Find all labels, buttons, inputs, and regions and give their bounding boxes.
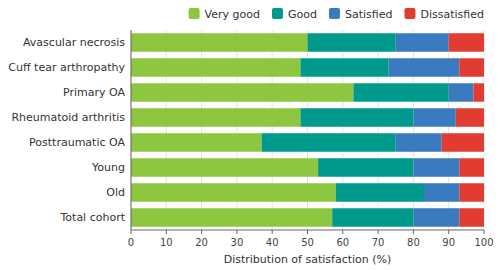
y-axis-line	[131, 30, 132, 230]
y-tick-label: Rheumatoid arthritis	[11, 111, 125, 124]
x-tick	[166, 230, 167, 234]
chart: Very good Good Satisfied Dissatisfied 0 10 20 3…	[0, 0, 500, 270]
x-tick-label: 0	[128, 237, 134, 248]
bar	[131, 208, 332, 227]
x-tick-label: 90	[442, 237, 455, 248]
bar	[336, 183, 424, 202]
bars	[131, 33, 484, 227]
x-tick	[236, 230, 237, 234]
bar	[413, 108, 455, 127]
bar	[396, 33, 449, 52]
x-tick	[307, 230, 308, 234]
legend-item: Very good	[189, 8, 260, 21]
y-tick-label: Primary OA	[63, 86, 125, 99]
x-tick-label: 30	[231, 237, 244, 248]
legend-label: Good	[288, 8, 317, 21]
x-tick	[131, 230, 132, 234]
bar	[473, 83, 484, 102]
y-tick-label: Posttraumatic OA	[29, 136, 125, 149]
legend-label: Very good	[205, 8, 260, 21]
x-tick-label: 80	[407, 237, 420, 248]
x-tick	[272, 230, 273, 234]
bar	[332, 208, 413, 227]
bar	[131, 133, 262, 152]
bar	[449, 33, 484, 52]
y-tick-label: Young	[91, 161, 125, 174]
x-tick-label: 10	[160, 237, 173, 248]
legend-swatch	[404, 8, 415, 19]
legend-swatch	[189, 8, 200, 19]
x-tick-label: 60	[336, 237, 349, 248]
bar	[459, 158, 484, 177]
bar	[318, 158, 413, 177]
x-tick-label: 70	[372, 237, 385, 248]
x-tick	[448, 230, 449, 234]
x-tick	[378, 230, 379, 234]
legend-item: Good	[272, 8, 317, 21]
grid-line	[131, 30, 132, 230]
bar	[131, 183, 336, 202]
bar	[308, 33, 396, 52]
legend-item: Dissatisfied	[404, 8, 484, 21]
bar	[353, 83, 448, 102]
x-tick-label: 40	[266, 237, 279, 248]
bar	[459, 58, 484, 77]
bar	[389, 58, 460, 77]
x-tick	[484, 230, 485, 234]
bar	[131, 33, 308, 52]
legend-item: Satisfied	[329, 8, 393, 21]
legend-label: Dissatisfied	[420, 8, 484, 21]
x-tick	[201, 230, 202, 234]
legend: Very good Good Satisfied Dissatisfied	[189, 8, 484, 21]
bar	[131, 108, 300, 127]
x-tick-label: 100	[474, 237, 493, 248]
x-tick-label: 20	[195, 237, 208, 248]
y-tick-label: Old	[106, 186, 125, 199]
bar	[131, 58, 300, 77]
y-tick-label: Total cohort	[59, 211, 125, 224]
bar	[300, 58, 388, 77]
x-tick	[342, 230, 343, 234]
bar	[413, 158, 459, 177]
bar	[413, 208, 459, 227]
bar	[459, 208, 484, 227]
bar	[449, 83, 474, 102]
bar	[131, 158, 318, 177]
y-tick-label: Avascular necrosis	[23, 36, 125, 49]
bar	[424, 183, 459, 202]
bar	[131, 83, 353, 102]
bar	[456, 108, 484, 127]
legend-swatch	[272, 8, 283, 19]
y-tick-label: Cuff tear arthropathy	[8, 61, 125, 74]
legend-swatch	[329, 8, 340, 19]
x-axis-label: Distribution of satisfaction (%)	[224, 253, 392, 266]
x-tick	[413, 230, 414, 234]
bar	[262, 133, 396, 152]
bar	[459, 183, 484, 202]
x-tick-label: 50	[301, 237, 314, 248]
grid	[131, 30, 484, 230]
bar	[442, 133, 484, 152]
bar	[396, 133, 442, 152]
bar	[300, 108, 413, 127]
axes: 0 10 20 30 40 50 60 70 80 90 100 Total cohort Old You…	[8, 30, 493, 248]
legend-label: Satisfied	[345, 8, 393, 21]
